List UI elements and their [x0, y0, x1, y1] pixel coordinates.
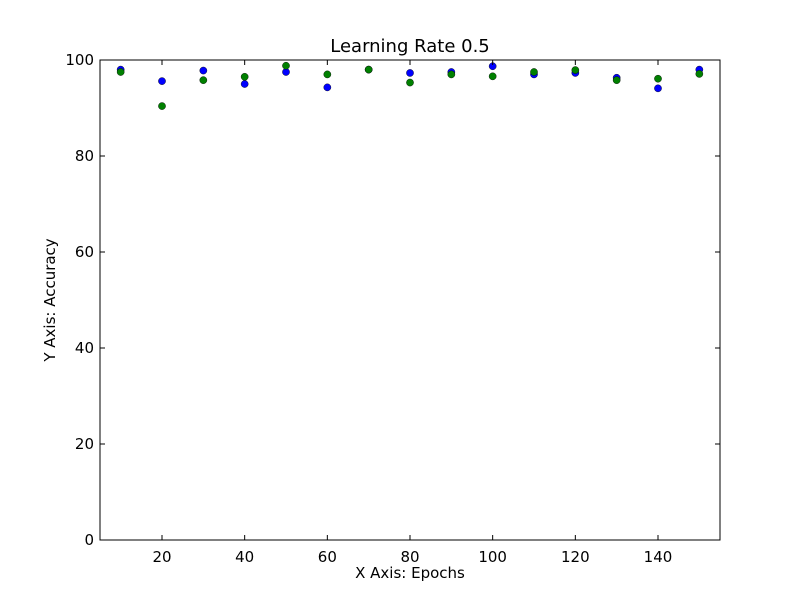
- series-2-point: [282, 61, 290, 70]
- y-tick-label: 100: [65, 51, 94, 69]
- series-2-point: [323, 70, 332, 79]
- series-2-point: [406, 78, 414, 87]
- series-1-point: [406, 69, 414, 77]
- x-tick-label: 20: [152, 548, 171, 566]
- x-tick-label: 100: [478, 548, 507, 566]
- series-2-point: [199, 76, 208, 84]
- series-1-point: [158, 77, 166, 85]
- y-axis-title: Y Axis: Accuracy: [41, 238, 59, 362]
- y-tick-label: 0: [84, 531, 94, 549]
- series-1-point: [654, 84, 662, 93]
- y-tick-label: 40: [75, 339, 94, 357]
- plot-points: [116, 61, 704, 110]
- series-2-point: [695, 70, 704, 78]
- y-tick-label: 60: [75, 243, 94, 261]
- series-2-point: [530, 68, 538, 76]
- chart-title: Learning Rate 0.5: [330, 36, 490, 57]
- plot-frame: [99, 59, 721, 541]
- series-2-point: [488, 72, 497, 81]
- series-2-point: [571, 66, 580, 74]
- series-2-point: [364, 65, 373, 74]
- x-tick-label: 60: [318, 548, 337, 566]
- series-2-point: [240, 73, 249, 81]
- series-2-point: [116, 68, 125, 76]
- x-axis-title: X Axis: Epochs: [355, 564, 465, 582]
- series-1-point: [323, 83, 332, 92]
- series-1-point: [240, 80, 249, 88]
- x-tick-label: 80: [400, 548, 419, 566]
- series-2-point: [612, 76, 621, 84]
- series-2-point: [447, 70, 456, 79]
- series-1-point: [199, 66, 208, 75]
- series-2-point: [158, 102, 166, 110]
- x-axis-ticks: 20 40 60 80 100 120 140: [152, 60, 672, 566]
- y-axis-ticks: 0 20 40 60 80 100: [65, 51, 720, 549]
- series-2-point: [654, 74, 662, 83]
- y-tick-label: 20: [75, 435, 94, 453]
- x-tick-label: 120: [561, 548, 590, 566]
- x-tick-label: 140: [644, 548, 673, 566]
- y-tick-label: 80: [75, 147, 94, 165]
- x-tick-label: 40: [235, 548, 254, 566]
